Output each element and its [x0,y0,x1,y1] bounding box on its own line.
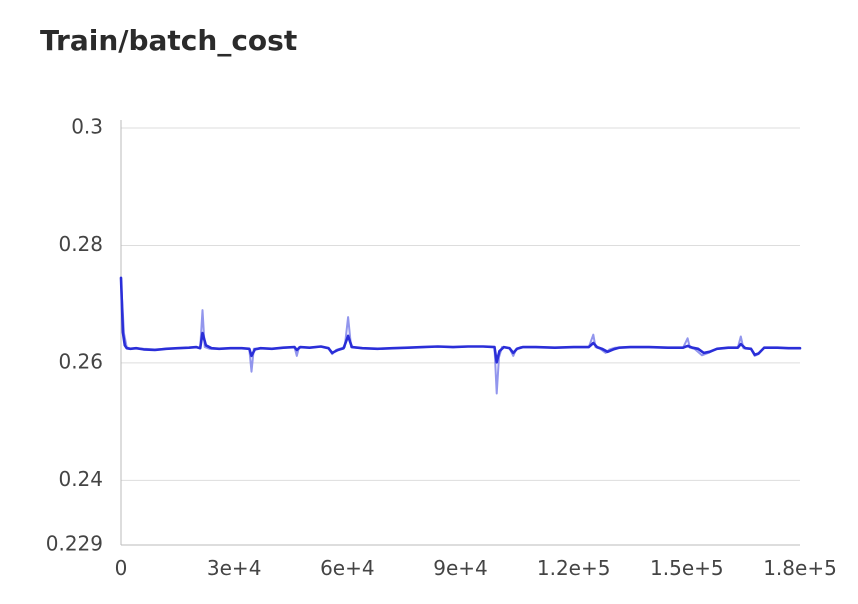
y-tick-label: 0.26 [58,349,103,373]
series-layer [119,276,802,395]
x-tick-label: 0 [115,556,128,580]
chart-title: Train/batch_cost [40,24,298,57]
x-tick-label: 6e+4 [320,556,375,580]
x-tick-label: 1.5e+5 [650,556,724,580]
y-tick-label: 0.24 [58,467,103,491]
y-tick-label: 0.229 [46,532,103,556]
label-layer: 0.3 0.28 0.26 0.24 0.229 0 3e+4 6e+4 9e+4 1.2e+5 1… [46,115,837,581]
raw-series-line [120,279,801,395]
smoothed-series-line [119,276,802,364]
x-tick-label: 3e+4 [207,556,262,580]
x-tick-label: 1.8e+5 [763,556,837,580]
y-tick-label: 0.3 [71,115,103,139]
x-tick-label: 1.2e+5 [537,556,611,580]
x-tick-label: 9e+4 [433,556,488,580]
y-tick-label: 0.28 [58,232,103,256]
grid-layer [121,127,800,481]
axis-layer [120,120,800,546]
